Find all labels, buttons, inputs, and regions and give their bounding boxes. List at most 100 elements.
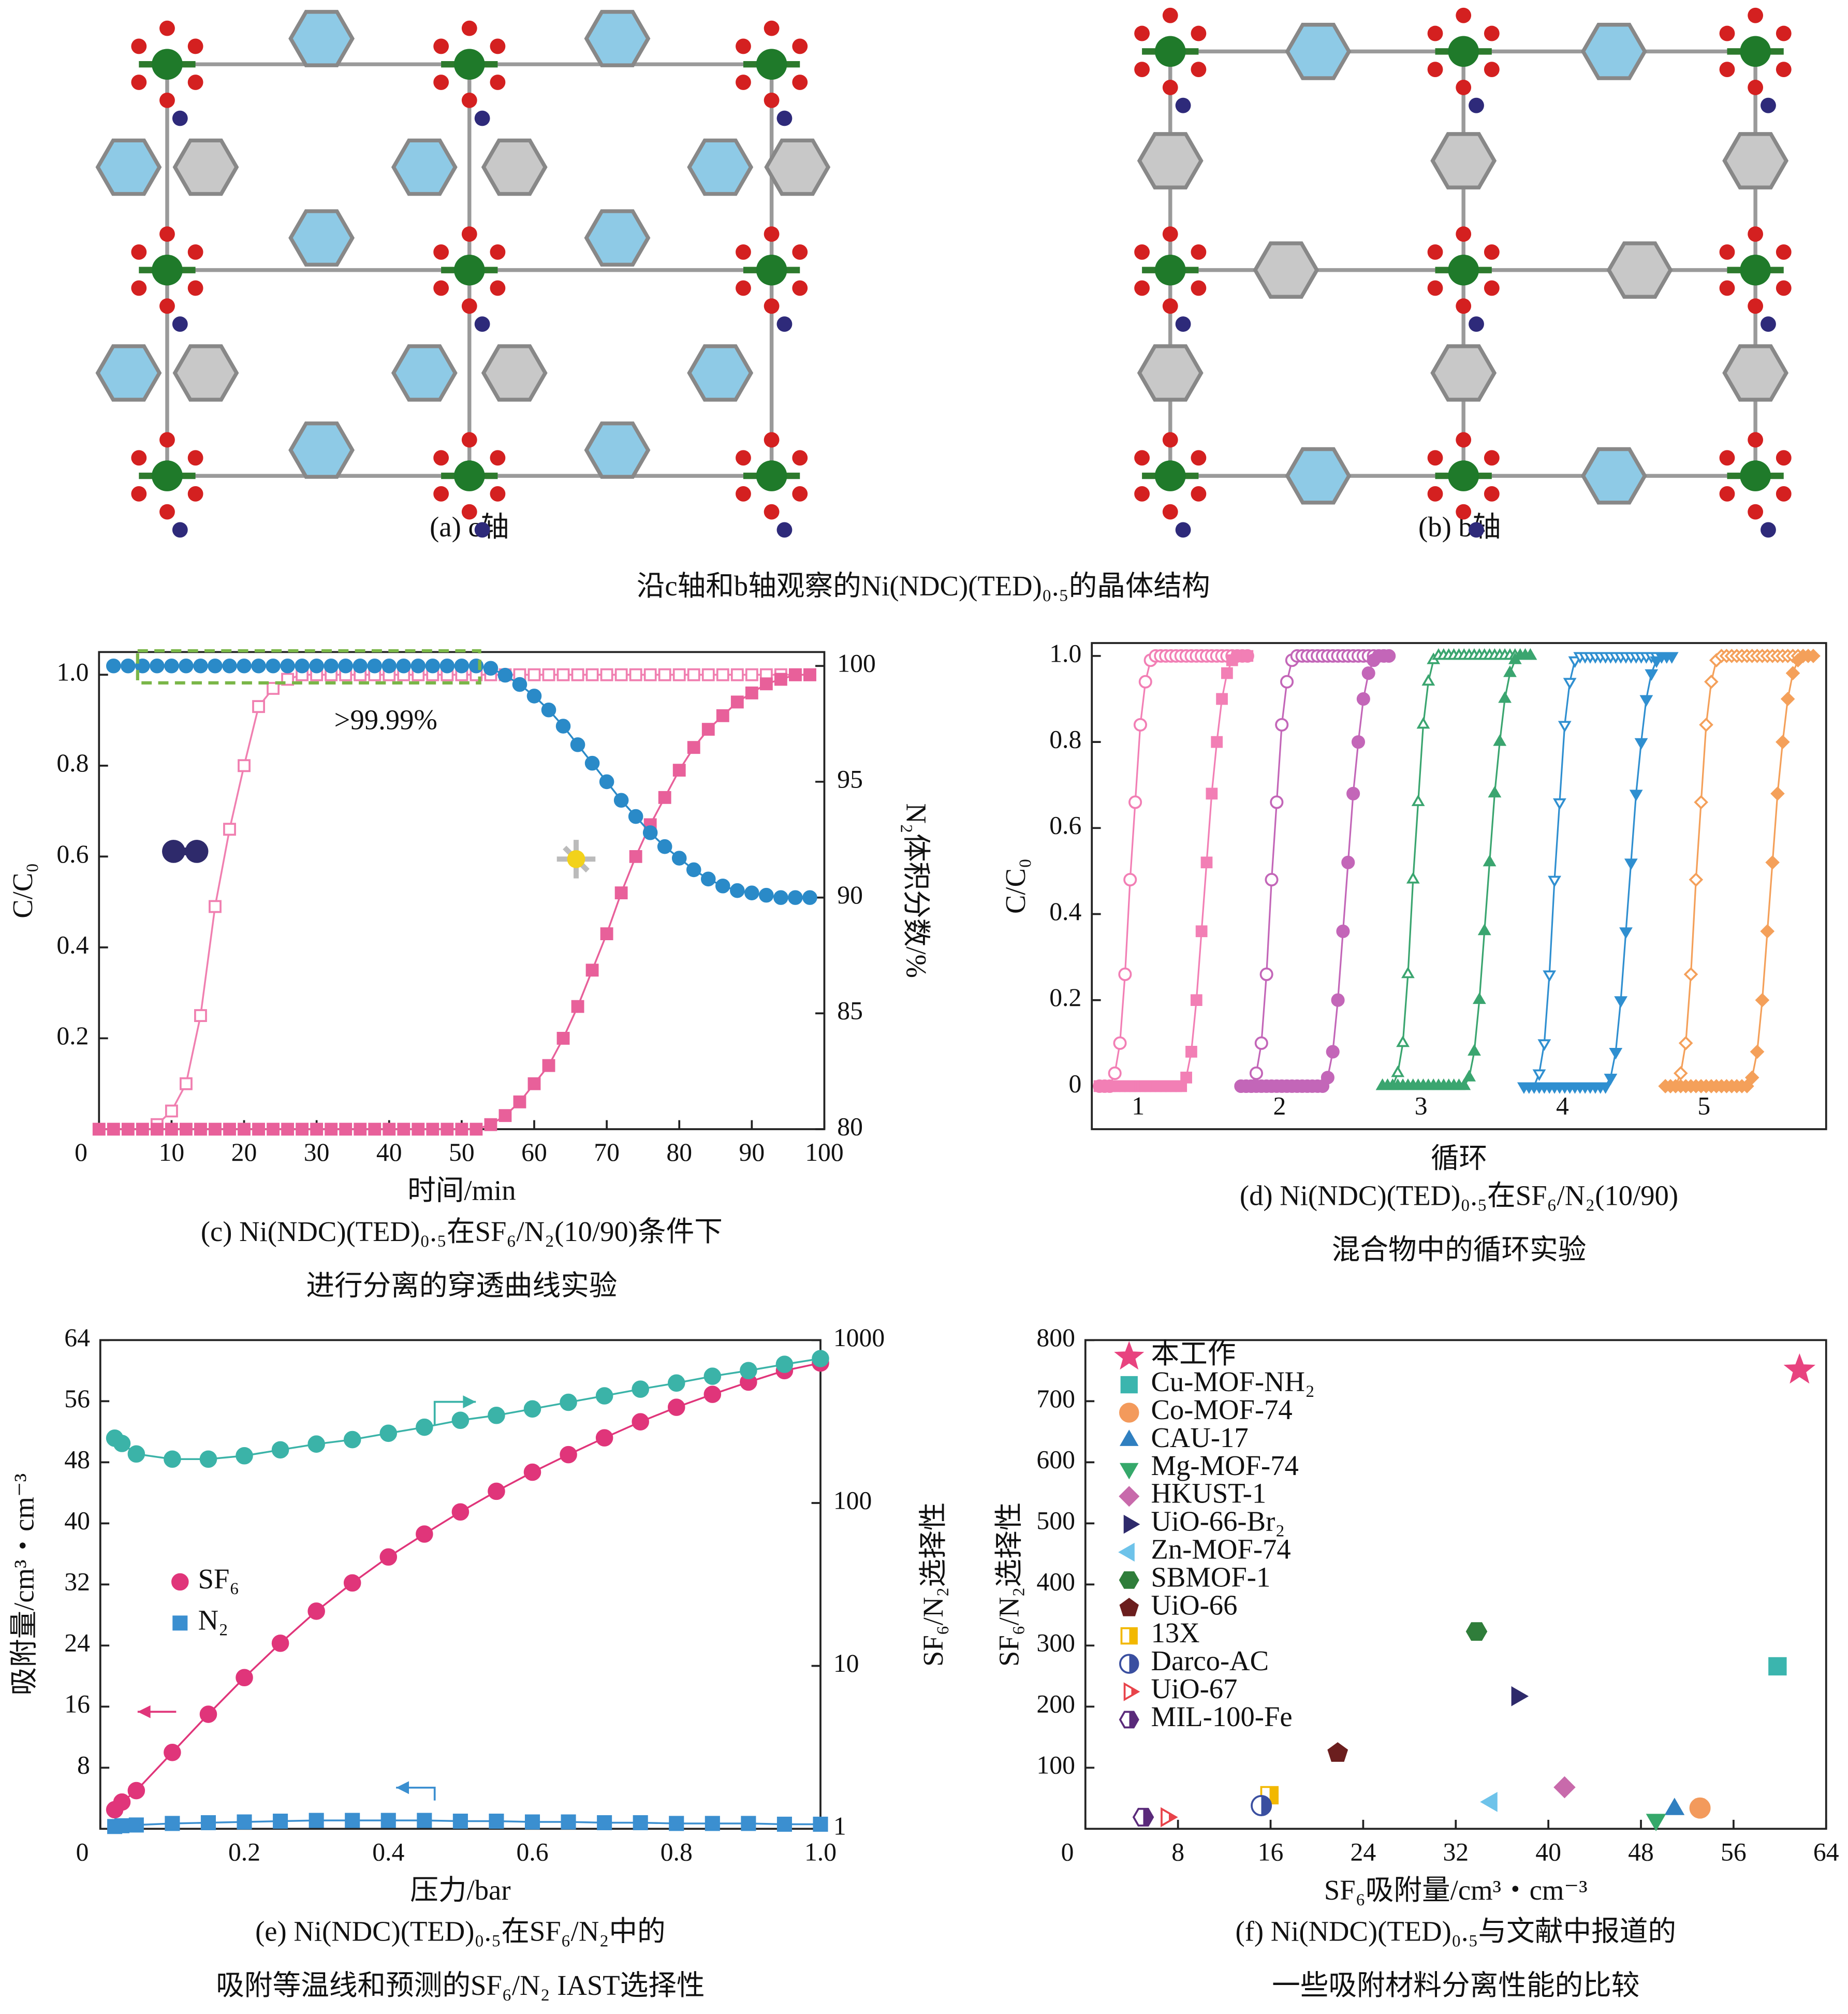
data-point (194, 1009, 207, 1022)
nitrogen (1761, 522, 1776, 538)
y-axis-label: C/C₀ (1000, 858, 1031, 914)
data-point (1750, 1044, 1765, 1059)
data-point (1806, 649, 1821, 663)
chart-caption: 进行分离的穿透曲线实验 (306, 1270, 617, 1302)
linker-ring (481, 344, 548, 402)
data-point (179, 658, 194, 674)
chart-caption: (f) Ni(NDC)(TED)₀.₅与文献中报道的 (1235, 1916, 1676, 1947)
data-point (324, 658, 339, 674)
nickel (1154, 36, 1186, 67)
data-point (1118, 967, 1132, 981)
oxygen (1484, 486, 1500, 502)
oxygen (1134, 450, 1150, 466)
legend-label: 本工作 (1151, 1338, 1236, 1369)
oxygen (159, 298, 175, 314)
chart-caption: (c) Ni(NDC)(TED)₀.₅在SF₆/N₂(10/90)条件下 (201, 1216, 723, 1247)
oxygen (792, 450, 808, 466)
nickel (152, 460, 183, 491)
linker-ring (1137, 344, 1204, 402)
legend-label: Co-MOF-74 (1151, 1394, 1292, 1425)
data-point (266, 658, 281, 674)
data-point (1604, 1073, 1618, 1086)
oxygen (1162, 80, 1178, 95)
data-point (741, 1816, 756, 1831)
data-point (527, 668, 541, 681)
legend-label: SF₆ (198, 1563, 240, 1595)
oxygen (1427, 25, 1443, 41)
linker-ring (95, 344, 162, 402)
data-point (325, 1122, 338, 1136)
y-tick-label: 0.6 (56, 840, 89, 868)
data-point (1664, 1798, 1685, 1815)
data-point (295, 658, 310, 674)
data-point (345, 1813, 360, 1828)
chart-caption: 一些吸附材料分离性能的比较 (1272, 1969, 1639, 2001)
data-point (1133, 718, 1147, 732)
data-point (523, 1400, 541, 1418)
nitrogen (776, 110, 793, 126)
data-point (470, 1122, 483, 1136)
data-point (1270, 795, 1284, 809)
legend-label: UiO-67 (1151, 1673, 1237, 1704)
chart-caption: 吸附等温线和预测的SF₆/N₂ IAST选择性 (216, 1969, 705, 2001)
data-point (715, 878, 730, 894)
data-point (775, 1355, 794, 1373)
data-point (716, 668, 729, 681)
oxygen (1719, 244, 1735, 260)
x-tick-label: 10 (159, 1138, 185, 1166)
oxygen (187, 450, 203, 466)
data-point (343, 1431, 361, 1449)
data-point (251, 658, 266, 674)
oxygen (433, 486, 449, 502)
data-point (759, 887, 774, 903)
data-point (296, 1122, 309, 1136)
oxygen (736, 244, 751, 260)
data-point (412, 1122, 425, 1136)
data-point (1401, 966, 1415, 979)
data-point (396, 658, 412, 674)
data-point (1113, 1036, 1127, 1050)
linker-ring (1430, 344, 1497, 402)
data-point (1645, 669, 1659, 681)
oxygen (461, 20, 477, 36)
data-point (1411, 794, 1425, 806)
oxygen (736, 450, 751, 466)
y-axis-label: 吸附量/cm³・cm⁻³ (8, 1473, 40, 1696)
data-point (164, 658, 179, 674)
data-point (570, 737, 585, 752)
legend-label: Mg-MOF-74 (1151, 1450, 1298, 1481)
data-point (1770, 786, 1785, 801)
linker-ring (1137, 132, 1204, 189)
oxygen (461, 432, 477, 448)
nitrogen (1469, 97, 1484, 113)
x-tick-label: 16 (1258, 1837, 1284, 1866)
data-point (1704, 674, 1719, 689)
figure-caption: 沿c轴和b轴观察的Ni(NDC)(TED)₀.₅的晶体结构 (637, 570, 1210, 602)
data-point (633, 1815, 648, 1831)
y2-tick-label: 80 (837, 1112, 863, 1141)
x-tick-label: 80 (666, 1138, 692, 1166)
data-point (1327, 1742, 1348, 1762)
oxygen (187, 280, 203, 296)
y2-tick-label: 1 (833, 1812, 846, 1841)
data-point (271, 1634, 289, 1652)
y-tick-label: 400 (1036, 1568, 1075, 1596)
oxygen (490, 280, 506, 296)
oxygen (792, 280, 808, 296)
data-point (571, 1000, 584, 1013)
data-point (483, 661, 498, 676)
oxygen (131, 486, 147, 502)
data-point (745, 686, 758, 699)
data-point (497, 667, 513, 683)
oxygen (1776, 25, 1792, 41)
oxygen (490, 486, 506, 502)
oxygen (433, 75, 449, 90)
oxygen (131, 38, 147, 54)
oxygen (1776, 244, 1792, 260)
data-point (701, 723, 715, 736)
linker-ring (1606, 241, 1673, 299)
data-point (701, 668, 715, 681)
data-point (1629, 790, 1643, 801)
legend-marker (1119, 1486, 1140, 1507)
data-point (600, 668, 613, 681)
